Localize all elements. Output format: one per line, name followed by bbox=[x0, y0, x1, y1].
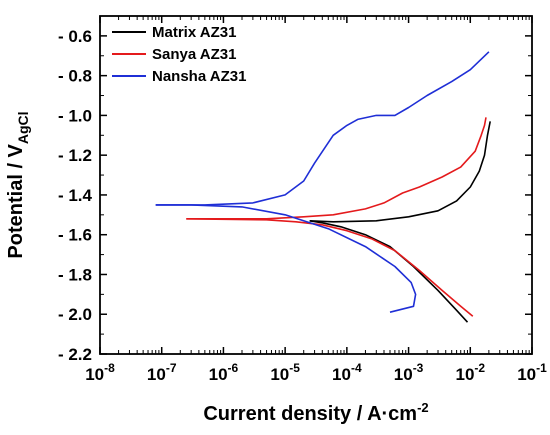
x-tick-base: 10 bbox=[85, 365, 104, 384]
sanya-az31-cathodic-branch bbox=[186, 218, 474, 317]
x-tick-exponent: -8 bbox=[104, 361, 115, 375]
y-axis-title-main: Potential / V bbox=[5, 143, 27, 258]
x-tick-exponent: -6 bbox=[228, 361, 239, 375]
nansha-az31-anodic-branch bbox=[155, 51, 490, 206]
x-tick-exponent: -5 bbox=[289, 361, 300, 375]
legend-label: Sanya AZ31 bbox=[152, 46, 237, 63]
series-sanya-az31 bbox=[186, 117, 487, 317]
x-tick-base: 10 bbox=[270, 365, 289, 384]
x-axis-title-main: Current density / A·cm bbox=[203, 403, 417, 425]
y-tick-label: - 1.0 bbox=[58, 106, 92, 125]
y-tick-label: - 1.2 bbox=[58, 146, 92, 165]
y-tick-label: - 1.4 bbox=[58, 186, 93, 205]
x-axis-title-sup: -2 bbox=[417, 400, 429, 415]
y-tick-label: - 2.0 bbox=[58, 305, 92, 324]
x-tick-label: 10-4 bbox=[332, 361, 362, 384]
y-tick-label: - 1.6 bbox=[58, 226, 92, 245]
series-layer bbox=[155, 51, 491, 323]
y-tick-label: - 2.2 bbox=[58, 345, 92, 364]
x-tick-exponent: -1 bbox=[536, 361, 547, 375]
y-axis: - 0.6 - 0.8 - 1.0 - 1.2 - 1.4 - 1.6 - 1.8 - 2.0… bbox=[58, 27, 532, 364]
x-tick-label: 10-1 bbox=[517, 361, 547, 384]
x-tick-base: 10 bbox=[209, 365, 228, 384]
legend: Matrix AZ31 Sanya AZ31 Nansha AZ31 bbox=[112, 24, 246, 85]
x-axis: 10-8 10-7 10-6 10-5 10-4 10-3 10-2 10-1 bbox=[85, 16, 547, 384]
x-tick-base: 10 bbox=[455, 365, 474, 384]
x-tick-base: 10 bbox=[332, 365, 351, 384]
x-tick-label: 10-2 bbox=[455, 361, 485, 384]
nansha-az31-cathodic-branch bbox=[155, 204, 417, 313]
x-tick-exponent: -7 bbox=[166, 361, 177, 375]
sanya-az31-anodic-branch bbox=[186, 117, 487, 220]
x-tick-label: 10-3 bbox=[394, 361, 424, 384]
x-tick-base: 10 bbox=[394, 365, 413, 384]
series-matrix-az31 bbox=[309, 121, 491, 323]
legend-label: Nansha AZ31 bbox=[152, 68, 246, 85]
y-axis-title: Potential / VAgCl bbox=[5, 111, 31, 258]
y-axis-title-sub: AgCl bbox=[15, 111, 31, 144]
legend-label: Matrix AZ31 bbox=[152, 24, 236, 41]
x-tick-base: 10 bbox=[517, 365, 536, 384]
x-tick-exponent: -2 bbox=[474, 361, 485, 375]
x-tick-exponent: -3 bbox=[413, 361, 424, 375]
matrix-az31-anodic-branch bbox=[309, 121, 491, 223]
matrix-az31-cathodic-branch bbox=[309, 220, 469, 323]
x-tick-label: 10-7 bbox=[147, 361, 177, 384]
x-tick-base: 10 bbox=[147, 365, 166, 384]
y-tick-label: - 0.6 bbox=[58, 27, 92, 46]
y-tick-label: - 0.8 bbox=[58, 67, 92, 86]
x-tick-label: 10-6 bbox=[209, 361, 239, 384]
x-tick-exponent: -4 bbox=[351, 361, 362, 375]
x-axis-title: Current density / A·cm-2 bbox=[203, 400, 428, 425]
y-tick-label: - 1.8 bbox=[58, 265, 92, 284]
series-nansha-az31 bbox=[155, 51, 490, 313]
x-tick-label: 10-8 bbox=[85, 361, 115, 384]
plot-frame bbox=[99, 15, 533, 355]
x-tick-label: 10-5 bbox=[270, 361, 300, 384]
